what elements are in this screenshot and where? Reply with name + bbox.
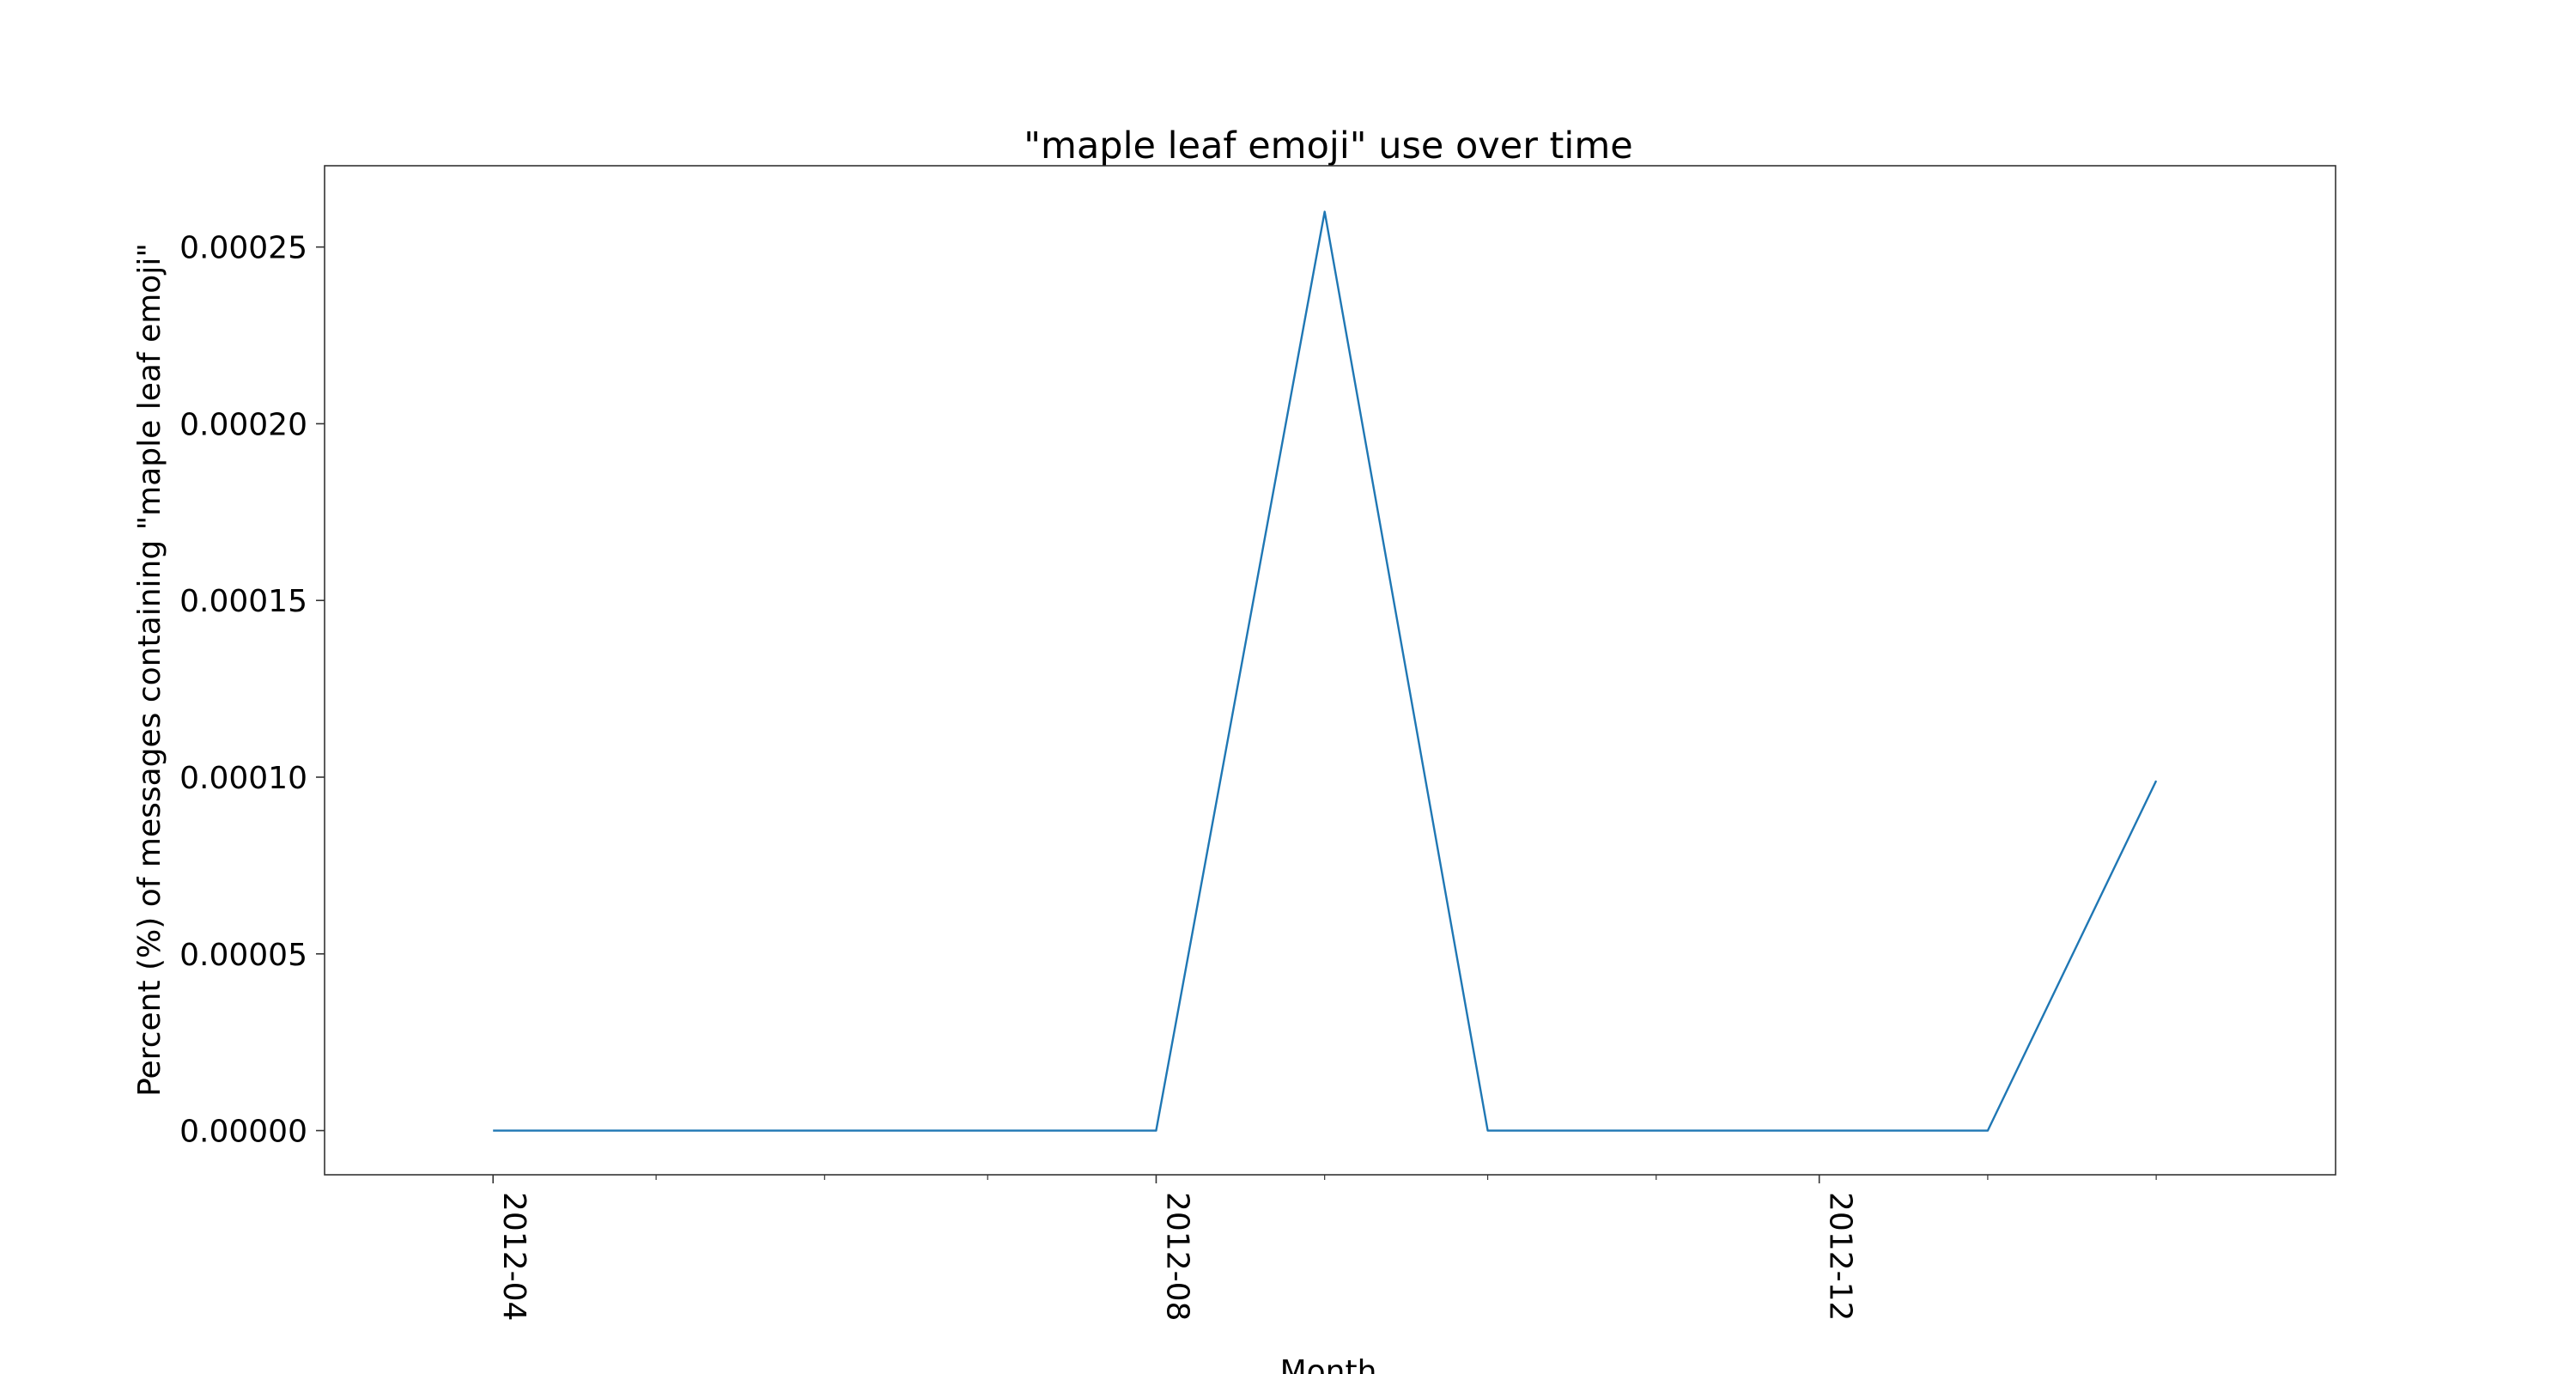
chart-title: "maple leaf emoji" use over time [1024, 125, 1632, 167]
y-tick-label: 0.00015 [179, 584, 307, 619]
y-tick-label: 0.00005 [179, 938, 307, 973]
y-axis: 0.00000 0.00005 0.00010 0.00015 0.00020 0.000… [179, 231, 325, 1150]
y-axis-label: Percent (%) of messages containing "mapl… [132, 243, 167, 1097]
series-layer [493, 210, 2158, 1132]
y-tick-label: 0.00010 [179, 761, 307, 796]
series-line [493, 210, 2158, 1132]
x-axis-label: Month [1280, 1354, 1377, 1374]
x-tick-label: 2012-08 [1159, 1192, 1194, 1321]
plot-frame [324, 165, 2336, 1176]
y-tick-label: 0.00000 [179, 1115, 307, 1150]
plot-area [324, 165, 2336, 1176]
x-tick-label: 2012-12 [1823, 1192, 1858, 1321]
y-tick-label: 0.00025 [179, 231, 307, 266]
x-tick-label: 2012-04 [496, 1192, 532, 1321]
y-tick-label: 0.00020 [179, 407, 307, 442]
x-axis: 2012-04 2012-08 2012-12 [492, 1175, 2157, 1321]
